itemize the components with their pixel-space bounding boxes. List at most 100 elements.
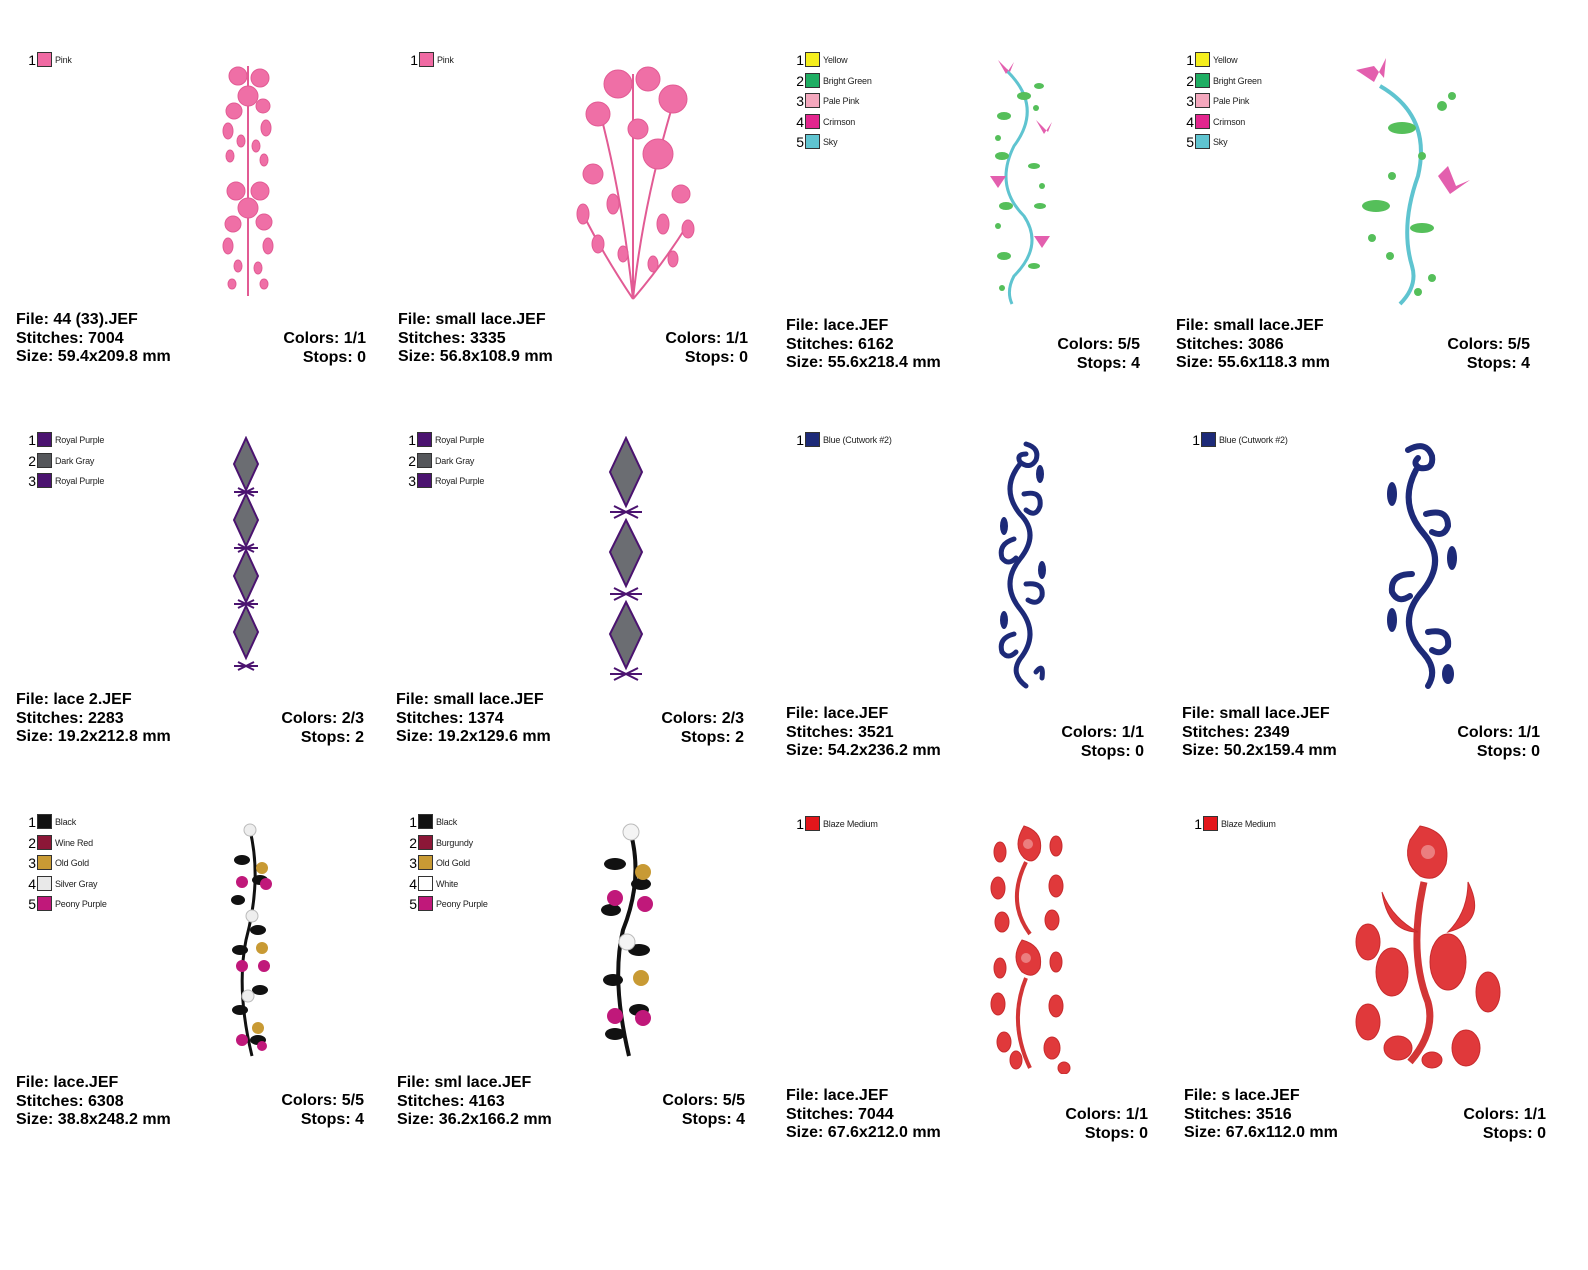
legend-number: 1 (28, 814, 36, 830)
stops-count: Stops: 0 (1476, 742, 1540, 760)
design-size: Size: 67.6x112.0 mm (1184, 1124, 1338, 1141)
legend-number: 5 (1186, 134, 1194, 150)
stops-count: Stops: 4 (1466, 354, 1530, 372)
thread-name: Pink (55, 55, 72, 65)
design-meta: Colors: 1/1 Stops: 0 (283, 330, 366, 367)
black-vine-with-flowers-art (228, 820, 274, 1062)
design-card[interactable]: 1 Blue (Cutwork #2) File: small lace.JEF … (1182, 430, 1564, 810)
file-name: File: small lace.JEF (396, 691, 544, 708)
legend-number: 1 (1192, 432, 1200, 448)
stitch-count: Stitches: 7044 (786, 1105, 894, 1123)
design-card[interactable]: 1 Black 2 Wine Red 3 Old Gold 4 Silver Gray 5 Peo… (16, 812, 398, 1192)
blue-scroll-border-art (1378, 434, 1468, 692)
pink-floral-border-art (208, 56, 288, 306)
stops-count: Stops: 0 (1080, 742, 1144, 760)
color-swatch (417, 452, 432, 468)
stitch-count: Stitches: 2283 (16, 709, 124, 727)
legend-number: 3 (28, 855, 36, 871)
thread-name: Royal Purple (435, 435, 485, 445)
design-card[interactable]: 1 Blaze Medium File: s lace.JEF Stitches:… (1184, 812, 1566, 1192)
color-swatch (419, 52, 434, 67)
color-swatch (1195, 72, 1210, 88)
colors-count: Colors: 1/1 (1457, 724, 1540, 741)
color-swatch (37, 896, 52, 911)
vine-with-pink-buds-art (1352, 56, 1482, 308)
file-name: File: 44 (33).JEF (16, 311, 138, 328)
design-info: File: sml lace.JEF Stitches: 4163 Size: … (397, 1074, 552, 1130)
design-size: Size: 54.2x236.2 mm (786, 742, 941, 759)
design-card[interactable]: 1 Blaze Medium File: lace.JEF Stitches: 7… (786, 812, 1168, 1192)
design-card[interactable]: 1 Yellow 2 Bright Green 3 Pale Pink 4 Crimson 5 S… (1176, 50, 1558, 430)
color-swatch (805, 52, 820, 67)
color-swatch (418, 814, 433, 829)
colors-count: Colors: 1/1 (1463, 1106, 1546, 1123)
stitch-count: Stitches: 2349 (1182, 723, 1290, 741)
colors-count: Colors: 5/5 (1057, 336, 1140, 353)
design-size: Size: 55.6x118.3 mm (1176, 354, 1330, 371)
file-name: File: s lace.JEF (1184, 1087, 1300, 1104)
thread-name: Sky (823, 137, 838, 147)
design-card[interactable]: 1 Royal Purple 2 Dark Gray 3 Royal Purple Fil… (396, 430, 778, 810)
design-info: File: small lace.JEF Stitches: 2349 Size… (1182, 705, 1337, 761)
legend-number: 2 (28, 452, 36, 469)
blue-scroll-border-art (990, 434, 1060, 692)
design-info: File: lace 2.JEF Stitches: 2283 Size: 19… (16, 691, 171, 747)
legend-number: 1 (1194, 816, 1202, 832)
design-card[interactable]: 1 Pink (16, 50, 398, 430)
design-card[interactable]: 1 Yellow 2 Bright Green 3 Pale Pink 4 Crimson 5 S… (786, 50, 1168, 430)
file-name: File: small lace.JEF (398, 311, 546, 328)
design-size: Size: 56.8x108.9 mm (398, 348, 553, 365)
thread-name: Pink (437, 55, 454, 65)
design-info: File: small lace.JEF Stitches: 3335 Size… (398, 311, 553, 367)
color-swatch (418, 855, 433, 870)
file-name: File: lace 2.JEF (16, 691, 132, 708)
design-size: Size: 36.2x166.2 mm (397, 1111, 552, 1128)
thread-name: Silver Gray (55, 878, 98, 889)
design-card[interactable]: 1 Pink File: small lace.JEF Stitches: 333… (398, 50, 780, 430)
thread-name: Sky (1213, 137, 1228, 147)
color-swatch (37, 834, 52, 850)
colors-count: Colors: 1/1 (283, 330, 366, 347)
color-swatch (37, 432, 52, 447)
file-name: File: lace.JEF (786, 1087, 889, 1104)
legend-number: 3 (796, 93, 804, 109)
design-meta: Colors: 1/1 Stops: 0 (1065, 1106, 1148, 1143)
design-card[interactable]: 1 Black 2 Burgundy 3 Old Gold 4 White 5 Peony Pur… (397, 812, 779, 1192)
file-name: File: sml lace.JEF (397, 1074, 532, 1091)
thread-name: Bright Green (1213, 75, 1262, 86)
file-name: File: lace.JEF (786, 317, 889, 334)
color-swatch (1195, 134, 1210, 149)
colors-count: Colors: 1/1 (665, 330, 748, 347)
color-swatch (417, 432, 432, 447)
legend-number: 5 (409, 896, 417, 912)
legend-number: 4 (409, 875, 417, 892)
design-card[interactable]: 1 Blue (Cutwork #2) File: lace.JEF Stitch… (786, 430, 1168, 810)
thread-name: Dark Gray (55, 455, 95, 466)
color-swatch (1195, 113, 1210, 129)
pink-floral-spray-art (563, 54, 703, 304)
colors-count: Colors: 5/5 (281, 1092, 364, 1109)
color-swatch (418, 834, 433, 850)
design-meta: Colors: 2/3 Stops: 2 (281, 710, 364, 747)
design-info: File: lace.JEF Stitches: 6162 Size: 55.6… (786, 317, 941, 373)
stitch-count: Stitches: 6162 (786, 335, 894, 353)
stitch-count: Stitches: 3086 (1176, 335, 1284, 353)
color-swatch (417, 473, 432, 488)
color-swatch (805, 432, 820, 447)
design-meta: Colors: 1/1 Stops: 0 (1061, 724, 1144, 761)
legend-number: 4 (796, 113, 804, 130)
design-meta: Colors: 5/5 Stops: 4 (1447, 336, 1530, 373)
design-meta: Colors: 1/1 Stops: 0 (1457, 724, 1540, 761)
design-meta: Colors: 5/5 Stops: 4 (662, 1092, 745, 1129)
stops-count: Stops: 2 (680, 728, 744, 746)
colors-count: Colors: 2/3 (281, 710, 364, 727)
design-card[interactable]: 1 Royal Purple 2 Dark Gray 3 Royal Purple Fil… (16, 430, 398, 810)
thread-name: Old Gold (436, 858, 470, 868)
thread-name: Blue (Cutwork #2) (823, 435, 892, 445)
legend-number: 2 (28, 834, 36, 851)
stops-count: Stops: 4 (1076, 354, 1140, 372)
legend-number: 1 (28, 432, 36, 448)
stops-count: Stops: 2 (300, 728, 364, 746)
legend-number: 1 (409, 814, 417, 830)
